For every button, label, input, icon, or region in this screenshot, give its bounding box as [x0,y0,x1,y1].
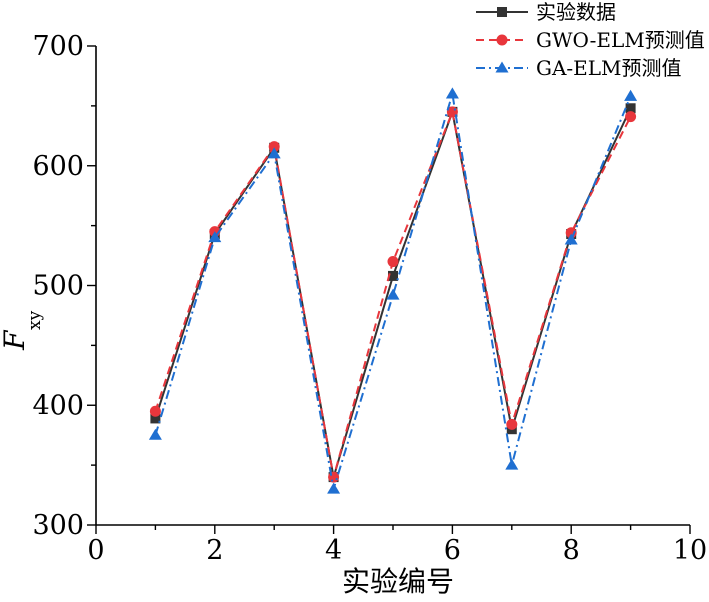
x-tick-label: 8 [563,535,580,566]
data-point [327,482,341,494]
series-group [148,87,638,494]
data-point [148,428,162,440]
legend-marker [497,7,507,17]
data-point [268,141,280,153]
x-tick-label: 10 [673,535,707,566]
series-group [149,106,637,483]
y-tick-label: 300 [32,510,84,541]
legend-label: 实验数据 [536,0,616,24]
legend: 实验数据 GWO-ELM预测值 GA-ELM预测值 [476,0,705,80]
legend-item: 实验数据 [476,0,616,24]
legend-marker [495,61,509,73]
data-point [267,147,281,159]
data-point [149,405,161,417]
legend-label: GWO-ELM预测值 [536,28,705,52]
x-axis-title: 实验编号 [342,565,454,598]
x-tick-label: 2 [206,535,223,566]
y-tick-label: 600 [32,151,84,182]
legend-label: GA-ELM预测值 [536,56,682,80]
data-point [388,270,398,281]
y-axis-title-subscript: xy [25,310,45,330]
legend-marker [496,34,508,46]
y-tick-label: 400 [32,390,84,421]
data-point [564,233,578,245]
y-tick-label: 700 [32,31,84,62]
y-axis-title-main: F [0,329,31,351]
data-point [208,231,222,243]
legend-item: GA-ELM预测值 [476,56,682,80]
x-tick-label: 0 [87,535,104,566]
data-point [386,288,400,300]
data-point [506,418,518,430]
data-point [387,256,399,268]
x-tick-label: 4 [325,535,342,566]
data-point [625,111,637,123]
x-tick-label: 6 [444,535,461,566]
data-point [445,87,459,99]
data-point [505,458,519,470]
series-layer [148,87,638,494]
legend-item: GWO-ELM预测值 [476,28,705,52]
data-point [625,103,636,114]
data-point [624,89,638,101]
y-tick-label: 500 [32,271,84,302]
axes: 0 2 4 6 8 10 300 400 500 600 700 [32,31,707,566]
y-axis-title: F xy [0,310,45,351]
data-point [150,413,161,424]
